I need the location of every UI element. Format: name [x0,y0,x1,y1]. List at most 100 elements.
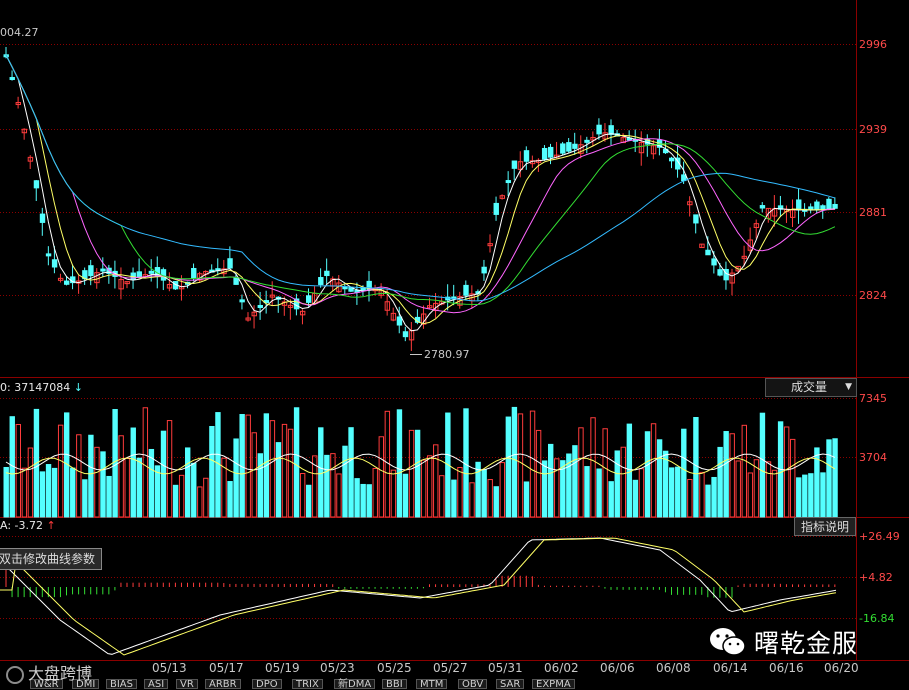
tab-expma[interactable]: EXPMA [532,679,575,690]
volume-bar [124,457,130,518]
volume-bar [293,407,300,518]
tab-bias[interactable]: BIAS [106,679,137,690]
candle-body [523,150,530,162]
candle-body [505,180,512,184]
volume-axis-label: 7345 [859,392,887,405]
dropdown-arrow-icon: ▼ [845,382,852,392]
candle-body [541,147,548,160]
volume-bar [554,458,560,518]
volume-bar [832,438,838,518]
volume-bar [148,448,155,518]
volume-bar [245,414,251,518]
volume-bar [614,450,620,518]
volume-bar [741,424,747,518]
volume-bar [287,428,294,518]
candle-body [717,269,723,276]
volume-bar [402,473,409,518]
volume-bar [735,460,741,518]
volume-bar [360,483,366,518]
tab-vr[interactable]: VR [176,679,198,690]
volume-bar [451,479,457,518]
volume-bar [342,445,348,518]
edit-params-tooltip[interactable]: 双击修改曲线参数 [0,548,103,570]
indicator-help-button[interactable]: 指标说明 [794,517,857,536]
volume-axis-label: 3704 [859,451,887,464]
candle-body [21,128,28,134]
volume-bar [590,417,596,518]
tab-asi[interactable]: ASI [144,679,169,690]
volume-bar [70,467,76,518]
tab-new-dma[interactable]: 新DMA [334,679,376,690]
volume-indicator-select[interactable]: 成交量 ▼ [765,378,857,397]
candle-body [669,157,675,162]
volume-info-text: 0: 37147084 [0,381,71,394]
volume-bar [94,446,100,518]
candle-body [306,295,312,303]
price-axis-label: 2824 [859,289,887,302]
volume-bar [505,416,512,518]
volume-bar [826,439,832,518]
macd-info-text: A: -3.72 [0,519,43,532]
volume-bar [118,435,124,518]
volume-bar [578,427,584,518]
grid-lines [0,0,909,661]
tab-trix[interactable]: TRIX [292,679,323,690]
candle-body [94,272,100,284]
volume-bar [626,423,633,518]
volume-bar [457,467,463,518]
volume-bar [717,446,723,518]
volume-bar [572,445,578,518]
volume-bar [185,447,191,518]
volume-bar [596,468,602,518]
volume-bar [408,429,415,518]
volume-bar [136,457,143,518]
volume-bar [681,428,687,518]
volume-bar [439,475,445,518]
logo-icon [6,665,24,684]
candle-body [681,174,687,182]
tab-mtm[interactable]: MTM [416,679,448,690]
volume-bar [57,424,64,518]
date-label: 06/14 [713,661,748,675]
volume-avg-line [5,453,836,471]
volume-bar [299,473,306,518]
volume-bars [3,406,838,518]
ma-line [5,54,836,302]
candle-body [360,287,366,291]
volume-bar [251,432,257,518]
volume-bar [366,484,372,518]
candle-body [402,331,409,338]
volume-bar [336,473,342,518]
price-axis-label: 2881 [859,206,887,219]
date-label: 06/16 [769,661,804,675]
tab-bbi[interactable]: BBI [382,679,407,690]
date-label: 05/17 [209,661,244,675]
candle-body [741,255,747,259]
date-label: 06/20 [824,661,859,675]
volume-bar [802,474,808,518]
tab-dpo[interactable]: DPO [252,679,282,690]
volume-bar [209,425,215,518]
volume-bar [669,467,675,518]
candle-body [693,214,699,224]
tab-obv[interactable]: OBV [458,679,488,690]
candle-body [57,277,64,281]
low-price-label: 2780.97 [424,348,470,361]
candle-body [463,284,469,296]
volume-bar [566,453,572,518]
candlesticks [3,46,838,351]
candle-body [511,160,518,169]
volume-bar [705,484,711,518]
candle-body [832,203,838,209]
tab-arbr[interactable]: ARBR [205,679,241,690]
volume-bar [796,477,802,518]
candle-body [227,258,233,269]
date-label: 05/23 [320,661,355,675]
watermark-brand: 曙乾金服 [708,624,858,660]
macd-dea-line [0,537,837,656]
candle-body [427,305,433,309]
volume-bar [191,462,197,518]
candle-body [233,276,239,285]
tab-sar[interactable]: SAR [496,679,525,690]
